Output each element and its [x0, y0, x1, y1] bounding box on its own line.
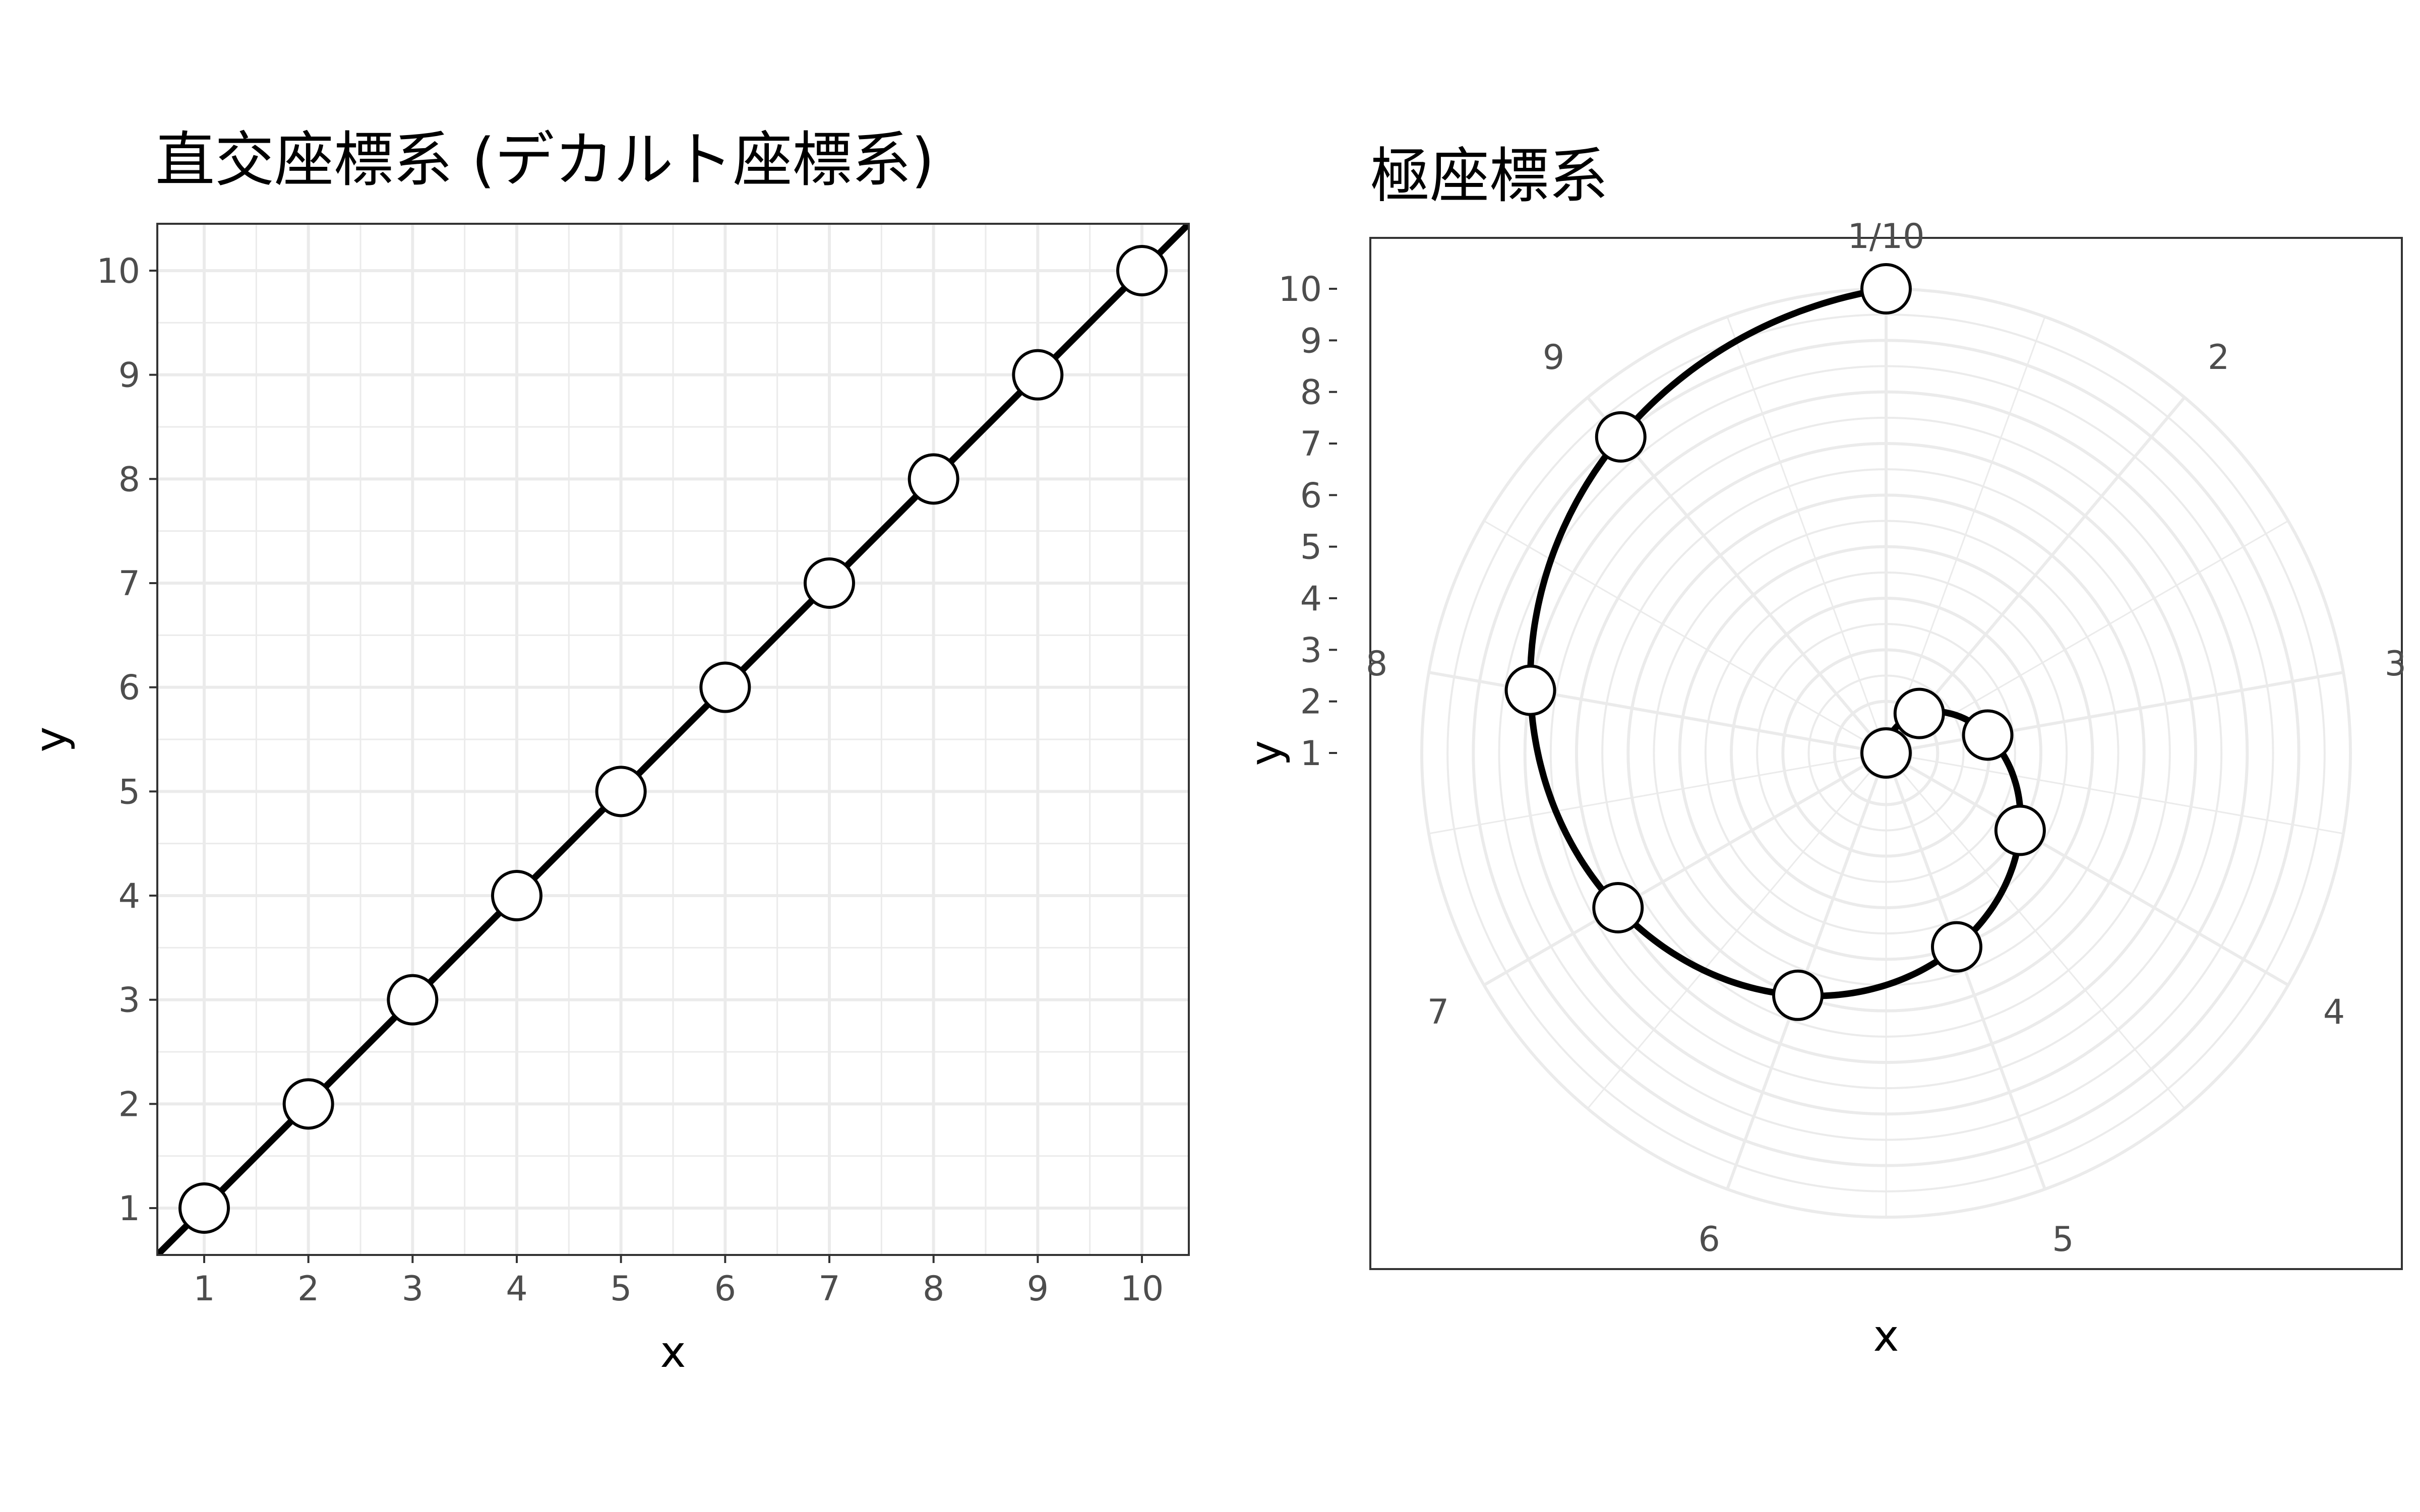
cartesian-panel: 1 2 3 4 5 6 7 8 9 10 1 2 3 4 5 6 7 8 9 10 x y: [26, 223, 1190, 1377]
polar-radius-label: 2: [1300, 682, 1322, 722]
polar-data-point: [1931, 921, 1983, 973]
polar-angle-label: 8: [1366, 644, 1387, 684]
polar-angle-label: 4: [2323, 992, 2345, 1032]
polar-grid-ring: [1730, 597, 2042, 909]
polar-radius-label: 8: [1300, 373, 1322, 413]
y-tick-label: 5: [118, 772, 140, 812]
polar-grid-ring: [1498, 365, 2274, 1141]
polar-data-point: [1772, 969, 1824, 1021]
polar-data-point: [1504, 664, 1556, 716]
polar-grid-ring: [1756, 623, 2016, 883]
x-tick-label: 4: [506, 1269, 527, 1309]
polar-grid-ring: [1523, 390, 2249, 1116]
polar-angle-label: 7: [1427, 992, 1449, 1032]
polar-radius-label: 1: [1300, 734, 1322, 774]
polar-angle-label: 5: [2052, 1220, 2074, 1259]
cartesian-data-point: [178, 1182, 230, 1234]
polar-angle-label: 9: [1543, 338, 1564, 377]
y-tick-label: 8: [118, 460, 140, 499]
cartesian-data-point: [804, 557, 855, 609]
cartesian-panel-border: [156, 223, 1190, 1256]
polar-grid-ring: [1575, 442, 2197, 1064]
cartesian-data-point: [699, 661, 751, 713]
polar-radius-label: 4: [1300, 579, 1322, 619]
x-tick-label: 10: [1120, 1269, 1164, 1309]
polar-data-point: [1893, 687, 1945, 739]
cartesian-data-point: [595, 766, 647, 817]
polar-grid-ring: [1678, 545, 2094, 961]
polar-data-point: [1994, 804, 2046, 856]
x-tick-label: 6: [714, 1269, 736, 1309]
polar-data-point: [1592, 882, 1644, 933]
cartesian-series-line: [157, 224, 1189, 1255]
polar-x-axis-title: x: [1873, 1311, 1899, 1361]
polar-grid-ring: [1601, 468, 2171, 1038]
x-tick-label: 8: [923, 1269, 944, 1309]
x-tick-label: 3: [402, 1269, 424, 1309]
polar-grid-ring: [1549, 416, 2223, 1090]
polar-grid-ring: [1704, 571, 2068, 935]
x-tick-label: 9: [1027, 1269, 1049, 1309]
x-tick-label: 2: [297, 1269, 319, 1309]
y-tick-label: 9: [118, 356, 140, 396]
cartesian-series-group: [157, 224, 1189, 1255]
y-axis-title: y: [26, 727, 76, 752]
polar-angle-label: 3: [2385, 644, 2406, 684]
polar-angle-label: 6: [1698, 1220, 1720, 1259]
x-tick-label: 7: [818, 1269, 840, 1309]
y-tick-label: 1: [118, 1189, 140, 1229]
polar-panel: 1/10 2 3 4 5 6 7 8 9 1 2 3 4 5 6 7 8 9 10 x y: [1241, 217, 2406, 1361]
polar-data-point: [1595, 411, 1647, 463]
x-tick-label: 5: [610, 1269, 632, 1309]
polar-panel-border: [1369, 237, 2403, 1270]
polar-grid-ring: [1446, 313, 2326, 1192]
polar-angle-label: 2: [2208, 338, 2229, 377]
polar-data-point: [1962, 709, 2014, 761]
polar-radius-label: 7: [1300, 424, 1322, 464]
polar-grid-ring: [1472, 339, 2301, 1167]
cartesian-data-point: [491, 870, 542, 921]
y-tick-label: 6: [118, 668, 140, 708]
cartesian-data-point: [1116, 245, 1168, 296]
y-tick-label: 2: [118, 1085, 140, 1124]
y-tick-label: 10: [96, 251, 140, 291]
x-axis-title: x: [660, 1327, 686, 1377]
polar-angle-label: 1/10: [1848, 217, 1925, 257]
polar-grid-ring: [1807, 674, 1965, 832]
polar-data-point: [1860, 263, 1912, 314]
polar-data-point: [1860, 727, 1912, 779]
polar-radius-label: 6: [1300, 476, 1322, 516]
polar-radius-label: 3: [1300, 631, 1322, 670]
cartesian-data-point: [908, 453, 959, 505]
x-tick-label: 1: [193, 1269, 215, 1309]
cartesian-data-point: [1012, 349, 1064, 401]
polar-grid-ring: [1859, 726, 1913, 780]
polar-series-line: [1527, 285, 2024, 999]
cartesian-panel-title: 直交座標系 (デカルト座標系): [155, 125, 935, 195]
cartesian-data-point: [282, 1078, 334, 1130]
polar-grid-ring: [1626, 493, 2146, 1013]
polar-panel-title: 極座標系: [1370, 141, 1609, 211]
polar-y-axis-title: y: [1241, 740, 1291, 766]
y-tick-label: 4: [118, 876, 140, 916]
cartesian-data-point: [387, 974, 439, 1026]
polar-grid-ring: [1833, 700, 1940, 806]
polar-radius-label: 9: [1300, 321, 1322, 361]
polar-radius-label: 10: [1278, 270, 1322, 309]
polar-radius-label: 5: [1300, 528, 1322, 568]
y-tick-label: 3: [118, 981, 140, 1021]
y-tick-label: 7: [118, 564, 140, 604]
